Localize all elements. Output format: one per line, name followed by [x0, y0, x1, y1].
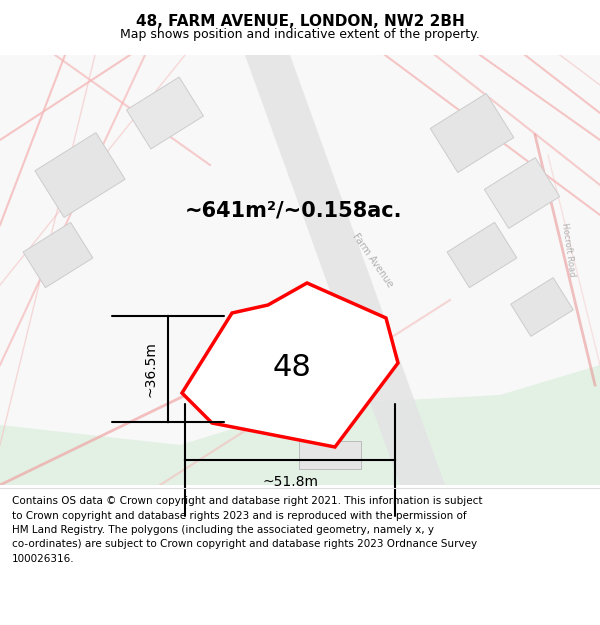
Text: ~641m²/~0.158ac.: ~641m²/~0.158ac. — [185, 200, 403, 220]
Polygon shape — [447, 222, 517, 288]
Polygon shape — [430, 94, 514, 172]
Text: ~51.8m: ~51.8m — [262, 475, 318, 489]
Text: Farm Avenue: Farm Avenue — [350, 231, 395, 289]
Polygon shape — [511, 278, 573, 336]
Text: Hocroft Road: Hocroft Road — [560, 222, 576, 278]
Text: Contains OS data © Crown copyright and database right 2021. This information is : Contains OS data © Crown copyright and d… — [12, 496, 482, 564]
Polygon shape — [245, 55, 445, 485]
Polygon shape — [127, 77, 203, 149]
Text: 48: 48 — [272, 352, 311, 381]
Polygon shape — [23, 222, 93, 288]
Text: Map shows position and indicative extent of the property.: Map shows position and indicative extent… — [120, 28, 480, 41]
Polygon shape — [0, 365, 600, 485]
Polygon shape — [35, 132, 125, 218]
Polygon shape — [299, 441, 361, 469]
Text: ~36.5m: ~36.5m — [144, 341, 158, 397]
Text: 48, FARM AVENUE, LONDON, NW2 2BH: 48, FARM AVENUE, LONDON, NW2 2BH — [136, 14, 464, 29]
Polygon shape — [484, 158, 560, 228]
Polygon shape — [182, 283, 398, 447]
